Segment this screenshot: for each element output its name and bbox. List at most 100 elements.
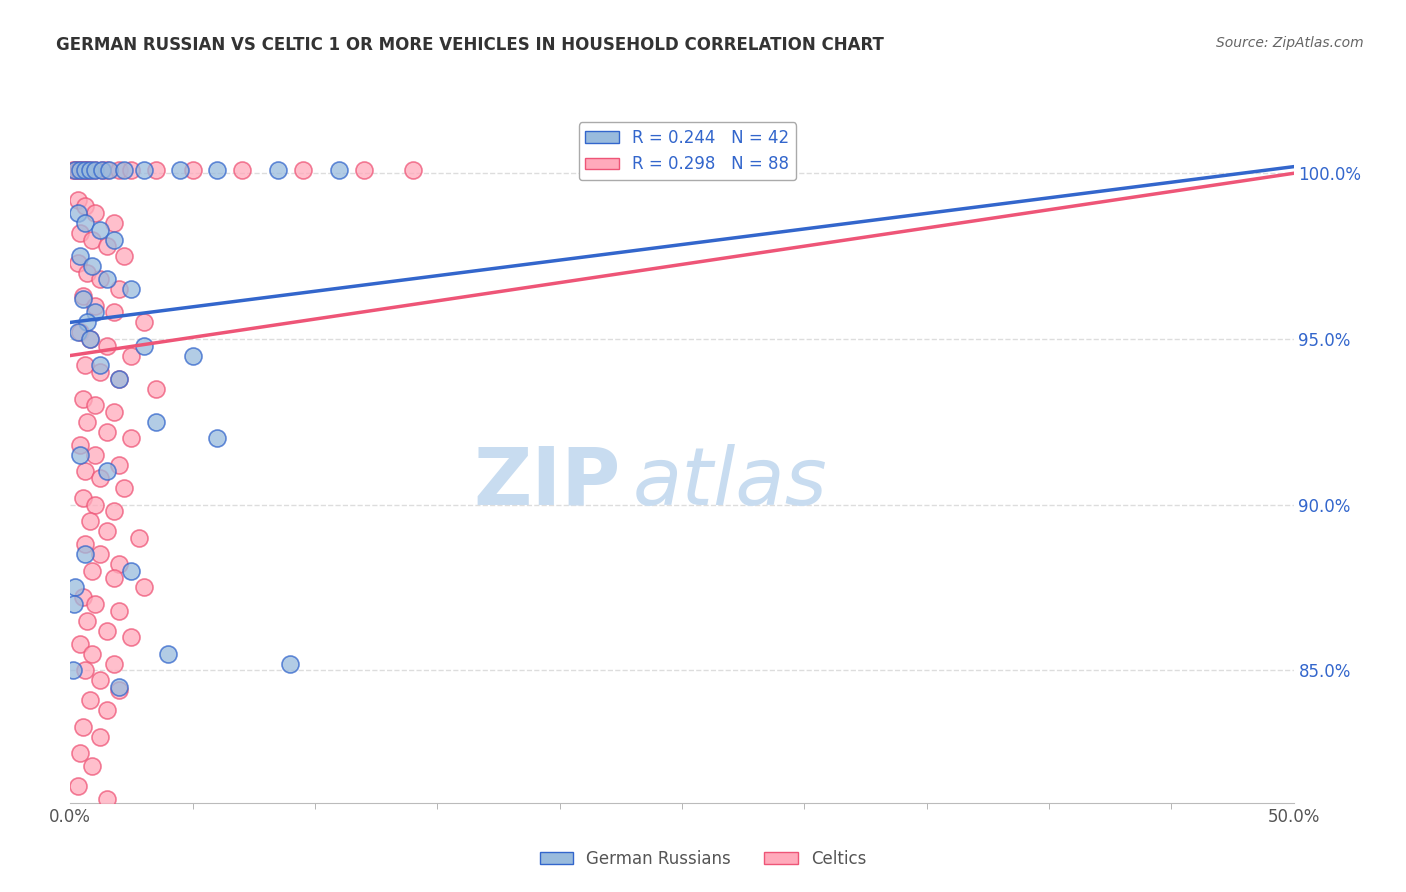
Point: [73, 163, 96, 178]
Point: [72, 491, 94, 505]
Point: [79, 332, 101, 346]
Point: [121, 163, 143, 178]
Point: [181, 349, 204, 363]
Point: [83, 448, 105, 462]
Point: [121, 630, 143, 644]
Point: [103, 233, 125, 247]
Point: [83, 498, 105, 512]
Point: [66, 256, 89, 270]
Point: [108, 163, 131, 178]
Point: [128, 531, 150, 545]
Point: [73, 547, 96, 561]
Point: [82, 759, 104, 773]
Point: [63, 163, 86, 178]
Legend: R = 0.244   N = 42, R = 0.298   N = 88: R = 0.244 N = 42, R = 0.298 N = 88: [579, 122, 796, 180]
Point: [63, 581, 86, 595]
Point: [69, 746, 91, 760]
Point: [145, 163, 167, 178]
Point: [72, 289, 94, 303]
Point: [89, 547, 111, 561]
Point: [73, 199, 96, 213]
Point: [328, 163, 350, 178]
Point: [108, 680, 131, 694]
Point: [89, 730, 111, 744]
Point: [267, 163, 290, 178]
Point: [79, 163, 101, 178]
Point: [96, 792, 118, 806]
Point: [73, 359, 96, 373]
Point: [98, 163, 121, 178]
Point: [62, 663, 84, 677]
Point: [108, 604, 131, 618]
Point: [83, 299, 105, 313]
Point: [108, 683, 131, 698]
Point: [132, 163, 155, 178]
Point: [108, 372, 131, 386]
Point: [121, 431, 143, 445]
Point: [72, 392, 94, 406]
Point: [83, 398, 105, 412]
Point: [205, 163, 228, 178]
Point: [291, 163, 314, 178]
Text: Source: ZipAtlas.com: Source: ZipAtlas.com: [1216, 36, 1364, 50]
Point: [96, 465, 118, 479]
Point: [82, 233, 104, 247]
Point: [83, 597, 105, 611]
Point: [72, 163, 94, 178]
Point: [83, 163, 105, 178]
Point: [96, 338, 118, 352]
Point: [353, 163, 375, 178]
Point: [132, 581, 155, 595]
Point: [76, 415, 98, 429]
Point: [103, 657, 125, 671]
Point: [96, 272, 118, 286]
Point: [89, 673, 111, 688]
Point: [108, 372, 131, 386]
Point: [83, 206, 105, 220]
Point: [69, 226, 91, 240]
Point: [91, 163, 114, 178]
Point: [82, 647, 104, 661]
Point: [157, 647, 180, 661]
Point: [89, 359, 111, 373]
Point: [132, 315, 155, 329]
Point: [73, 216, 96, 230]
Point: [73, 465, 96, 479]
Point: [103, 504, 125, 518]
Point: [89, 222, 111, 236]
Point: [121, 282, 143, 296]
Legend: German Russians, Celtics: German Russians, Celtics: [533, 844, 873, 875]
Point: [89, 272, 111, 286]
Point: [103, 305, 125, 319]
Point: [69, 163, 91, 178]
Point: [63, 597, 86, 611]
Point: [69, 163, 91, 178]
Point: [69, 438, 91, 452]
Point: [112, 249, 135, 263]
Point: [63, 163, 86, 178]
Point: [132, 338, 155, 352]
Point: [103, 570, 125, 584]
Point: [66, 206, 89, 220]
Point: [69, 326, 91, 340]
Point: [62, 163, 84, 178]
Point: [108, 282, 131, 296]
Point: [402, 163, 425, 178]
Point: [69, 249, 91, 263]
Point: [76, 266, 98, 280]
Point: [79, 163, 101, 178]
Point: [79, 693, 101, 707]
Point: [121, 564, 143, 578]
Point: [181, 163, 204, 178]
Point: [145, 415, 167, 429]
Point: [83, 163, 105, 178]
Point: [66, 193, 89, 207]
Text: GERMAN RUSSIAN VS CELTIC 1 OR MORE VEHICLES IN HOUSEHOLD CORRELATION CHART: GERMAN RUSSIAN VS CELTIC 1 OR MORE VEHIC…: [56, 36, 884, 54]
Point: [72, 292, 94, 306]
Point: [73, 163, 96, 178]
Point: [96, 425, 118, 439]
Point: [89, 365, 111, 379]
Point: [145, 382, 167, 396]
Point: [280, 657, 302, 671]
Point: [89, 471, 111, 485]
